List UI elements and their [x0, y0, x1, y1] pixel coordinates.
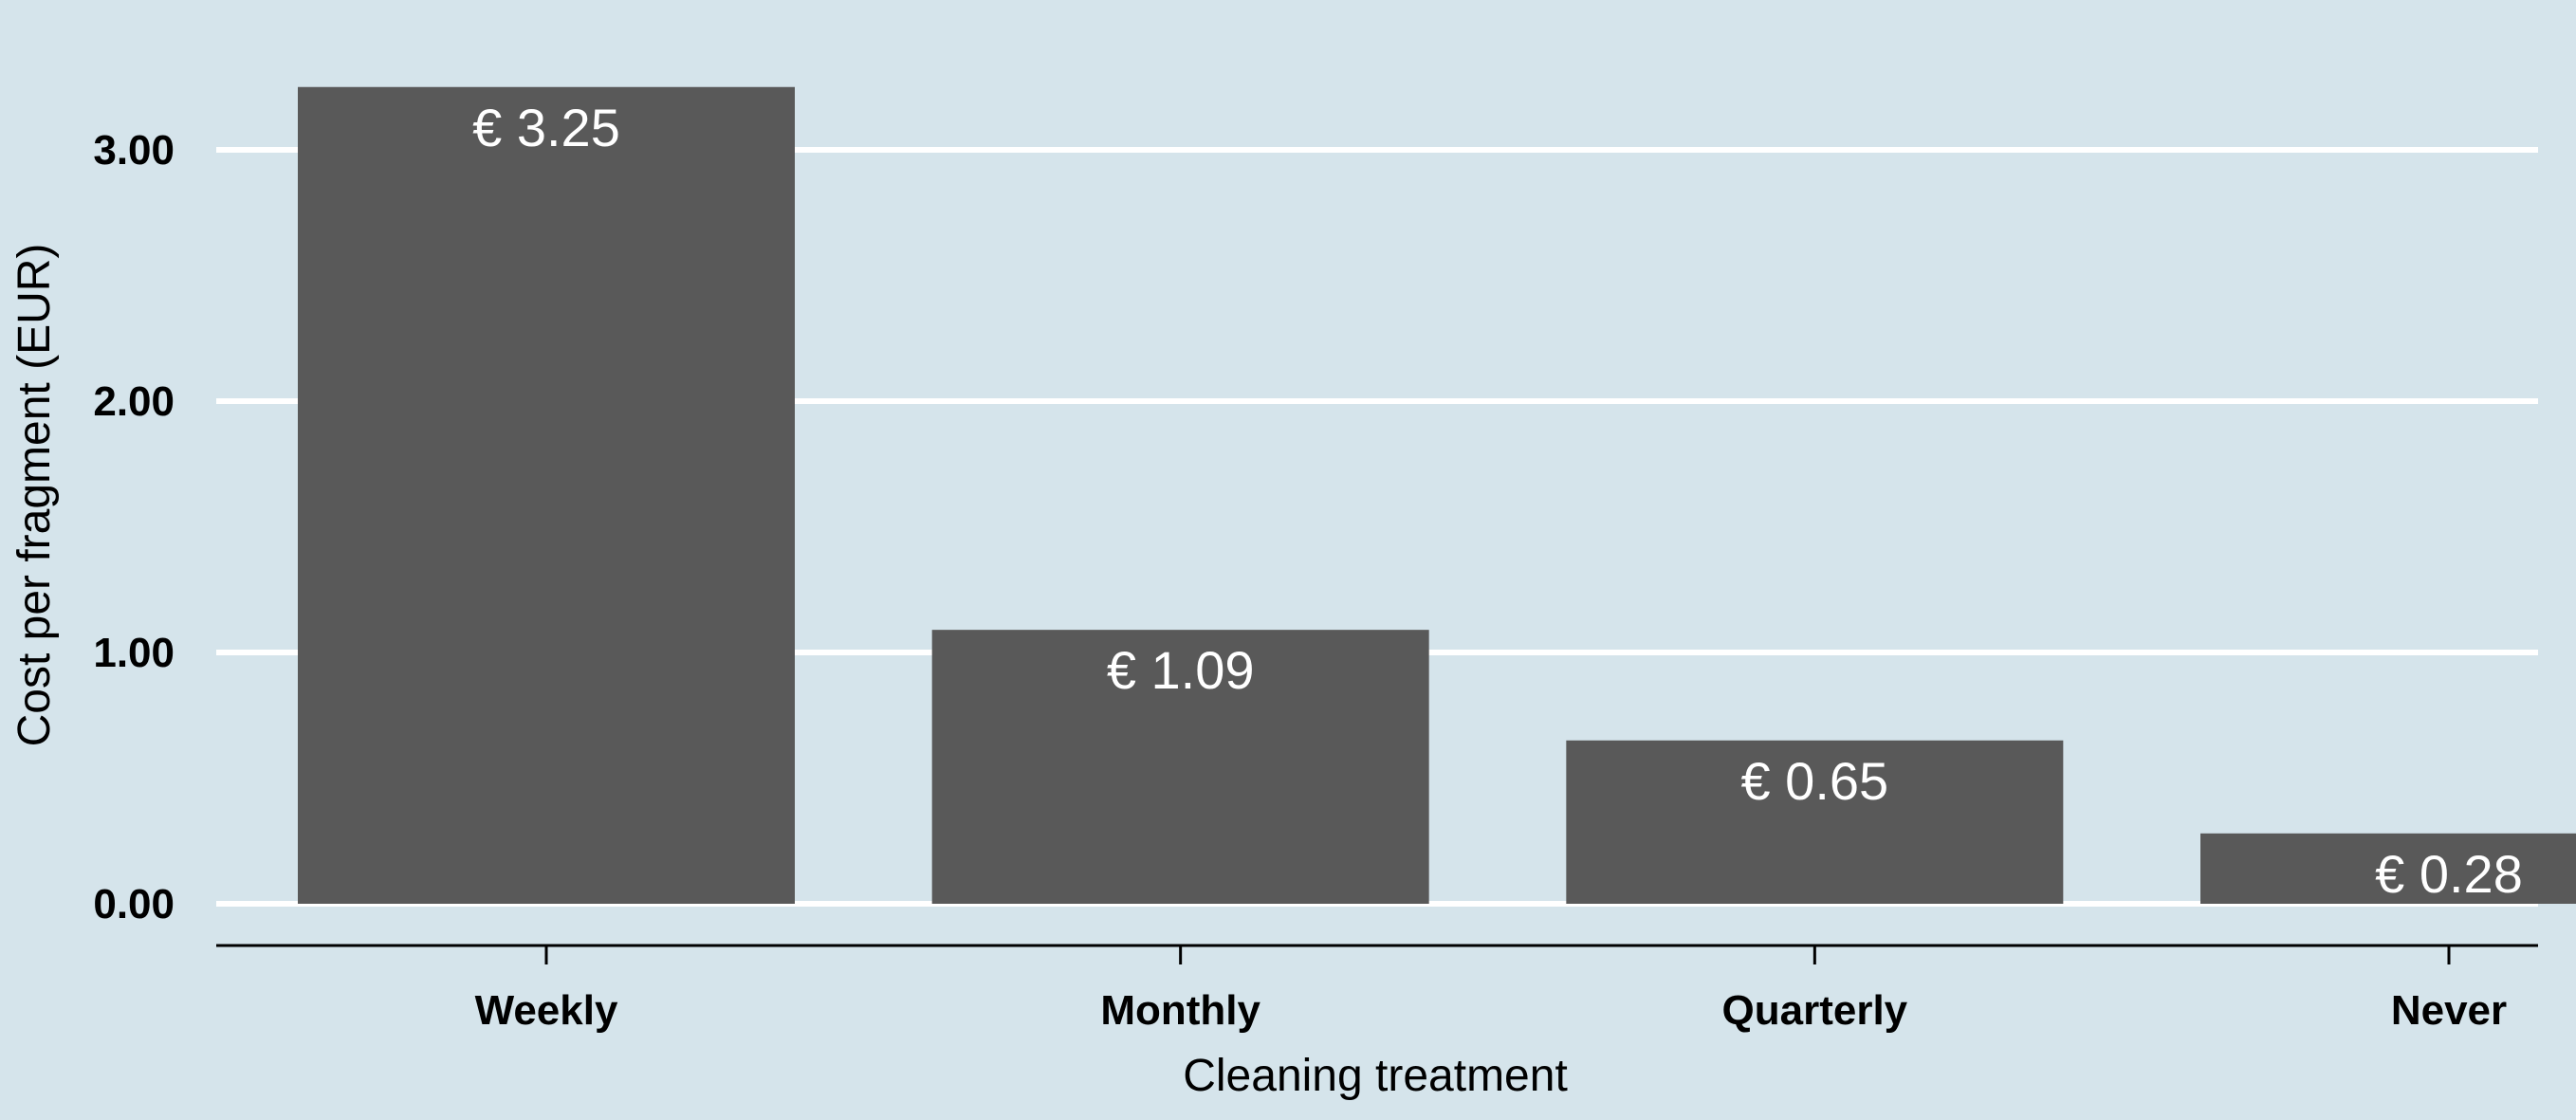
- bars: [298, 86, 2576, 904]
- bar-value-label: € 1.09: [1107, 640, 1255, 700]
- x-tick-label: Monthly: [1100, 987, 1260, 1034]
- axes: 0.00 1.00 2.00 3.00 Weekly Monthly Quarterly Ne…: [93, 127, 2538, 1034]
- y-tick-label: 1.00: [93, 630, 175, 676]
- bar-value-label: € 0.65: [1740, 751, 1888, 811]
- x-tick-label: Never: [2391, 987, 2507, 1034]
- bar-quarterly: [1566, 740, 2064, 904]
- y-tick-label: 2.00: [93, 378, 175, 425]
- bar-never: [2200, 833, 2576, 904]
- x-axis-title: Cleaning treatment: [1183, 1051, 1568, 1101]
- y-tick-label: 0.00: [93, 881, 175, 927]
- y-tick-label: 3.00: [93, 127, 175, 174]
- bar-value-label: € 0.28: [2375, 844, 2523, 904]
- x-tick-label: Quarterly: [1722, 987, 1908, 1034]
- y-axis-title: Cost per fragment (EUR): [9, 244, 60, 747]
- bar-weekly: [298, 86, 795, 904]
- bar-monthly: [931, 630, 1429, 904]
- bar-labels: € 3.25 € 1.09 € 0.65 € 0.28: [472, 98, 2523, 904]
- bar-value-label: € 3.25: [472, 98, 620, 157]
- x-tick-label: Weekly: [475, 987, 618, 1034]
